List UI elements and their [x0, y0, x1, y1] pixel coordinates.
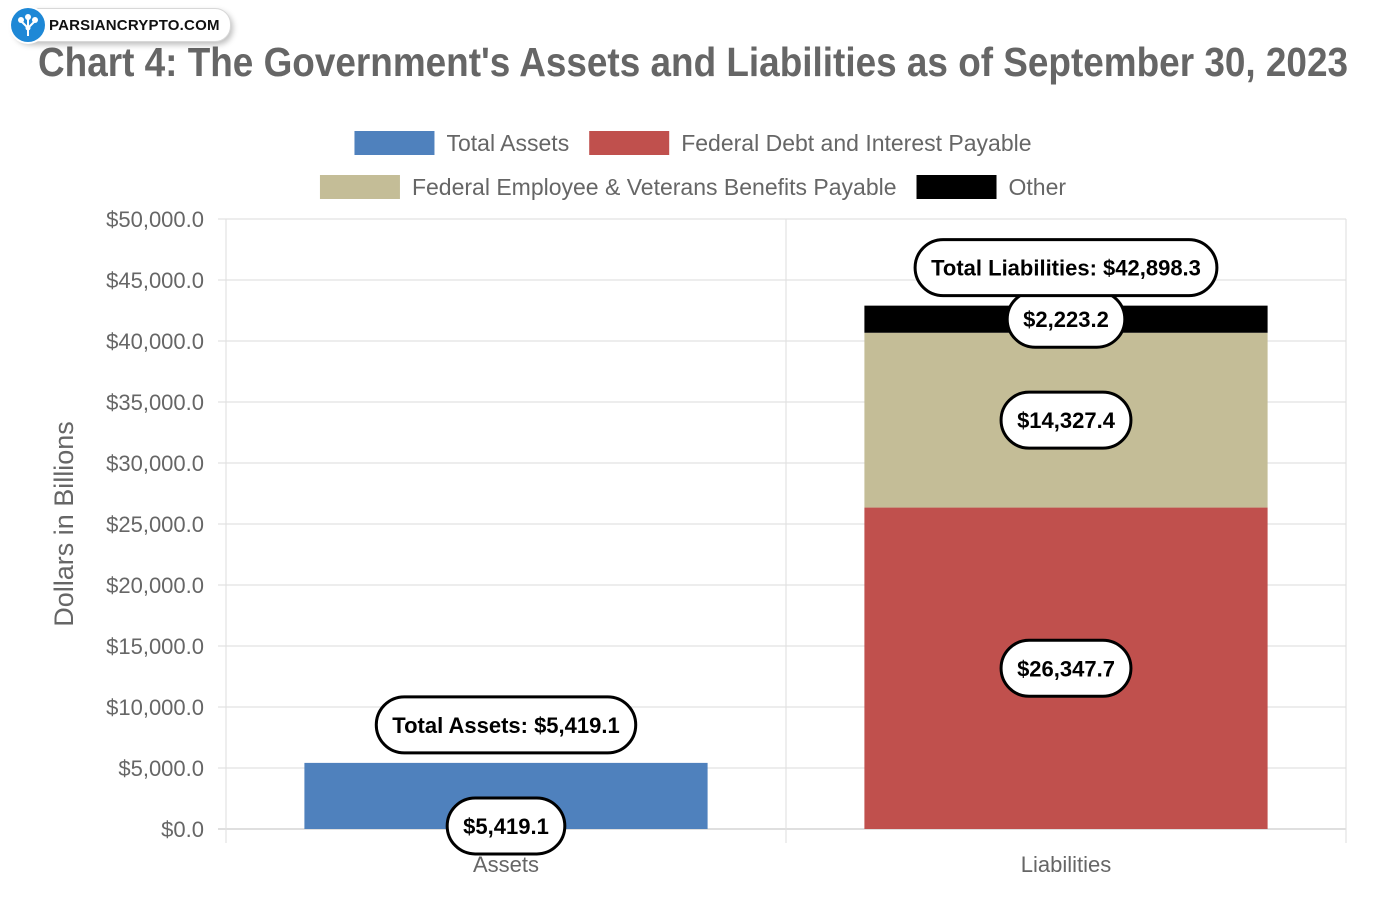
- grid: [218, 218, 1347, 843]
- data-label-bubble: [999, 638, 1133, 698]
- legend-label: Federal Employee & Veterans Benefits Pay…: [412, 174, 897, 200]
- watermark-text: PARSIANCRYPTO.COM: [49, 16, 220, 34]
- data-label-text: Total Assets: $5,419.1: [392, 713, 619, 738]
- data-label: $2,223.2: [1005, 289, 1127, 349]
- data-labels: $5,419.1 $26,347.7 $14,327.4 $2,223.2 Total …: [374, 238, 1219, 856]
- y-tick-label: $45,000.0: [106, 268, 204, 293]
- data-label-bubble: [999, 390, 1133, 450]
- y-tick-label: $40,000.0: [106, 329, 204, 354]
- data-label: $5,419.1: [445, 796, 567, 856]
- data-label-bubble: [374, 695, 638, 755]
- y-tick-label: $25,000.0: [106, 512, 204, 537]
- total-label: Total Assets: $5,419.1: [374, 695, 638, 755]
- y-tick-label: $20,000.0: [106, 573, 204, 598]
- data-label: $26,347.7: [999, 638, 1133, 698]
- x-tick-label: Liabilities: [1021, 852, 1112, 877]
- watermark-badge: PARSIANCRYPTO.COM: [11, 8, 231, 42]
- legend-swatch: [589, 131, 670, 155]
- y-tick-label: $5,000.0: [118, 756, 204, 781]
- chart-title: Chart 4: The Government's Assets and Lia…: [38, 39, 1348, 85]
- y-axis-label: Dollars in Billions: [49, 421, 79, 627]
- legend-swatch: [354, 131, 435, 155]
- data-label-bubble: [445, 796, 567, 856]
- data-label-text: Total Liabilities: $42,898.3: [931, 256, 1201, 281]
- legend-label: Total Assets: [446, 130, 569, 156]
- data-label-text: $26,347.7: [1017, 656, 1115, 681]
- legend-label: Other: [1009, 174, 1067, 200]
- legend-label: Federal Debt and Interest Payable: [681, 130, 1031, 156]
- y-tick-label: $10,000.0: [106, 695, 204, 720]
- y-tick-label: $50,000.0: [106, 207, 204, 232]
- y-tick-label: $30,000.0: [106, 451, 204, 476]
- x-axis-ticks: Assets Liabilities: [473, 852, 1111, 877]
- y-tick-label: $0.0: [161, 817, 204, 842]
- y-axis-ticks: $0.0 $5,000.0 $10,000.0 $15,000.0 $20,000.0 $…: [106, 207, 204, 842]
- tree-logo-icon: [11, 8, 45, 42]
- y-tick-label: $15,000.0: [106, 634, 204, 659]
- data-label-text: $14,327.4: [1017, 408, 1116, 433]
- total-label: Total Liabilities: $42,898.3: [913, 238, 1219, 298]
- data-label-text: $5,419.1: [463, 814, 549, 839]
- x-tick-label: Assets: [473, 852, 539, 877]
- legend-swatch: [916, 175, 997, 199]
- y-tick-label: $35,000.0: [106, 390, 204, 415]
- legend: Total Assets Federal Debt and Interest Pa…: [319, 130, 1067, 200]
- data-label-text: $2,223.2: [1023, 307, 1109, 332]
- legend-swatch: [319, 175, 400, 199]
- data-label-bubble: [913, 238, 1219, 298]
- data-label: $14,327.4: [999, 390, 1133, 450]
